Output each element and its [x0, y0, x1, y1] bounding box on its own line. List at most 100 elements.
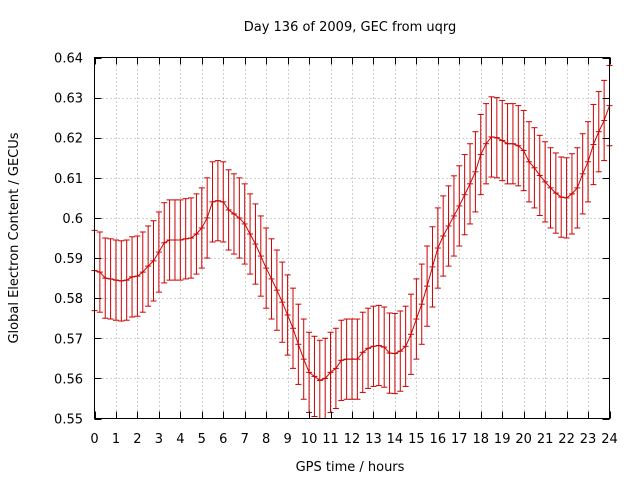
x-tick-label: 20 — [515, 432, 532, 447]
data-point — [488, 96, 495, 178]
data-point — [504, 103, 511, 185]
data-point — [188, 197, 195, 279]
x-tick-label: 24 — [601, 432, 618, 447]
x-tick-label: 12 — [344, 432, 361, 447]
data-point — [397, 310, 404, 392]
data-point — [493, 97, 500, 179]
x-tick-label: 2 — [133, 432, 141, 447]
y-tick-label: 0.63 — [54, 92, 83, 107]
data-point — [440, 195, 447, 277]
x-tick-label: 21 — [537, 432, 554, 447]
data-point — [499, 99, 506, 182]
data-point — [354, 318, 361, 400]
x-tick-label: 14 — [387, 432, 404, 447]
data-point — [472, 131, 479, 213]
data-point — [520, 109, 527, 192]
data-point — [263, 227, 270, 309]
x-tick-label: 0 — [90, 432, 98, 447]
data-point — [273, 249, 280, 331]
y-tick-label: 0.59 — [54, 252, 83, 267]
x-tick-label: 10 — [301, 432, 318, 447]
data-point — [279, 261, 286, 343]
data-point — [306, 331, 313, 413]
data-point — [166, 199, 173, 281]
data-point — [359, 311, 366, 393]
data-point — [338, 319, 345, 401]
data-point — [177, 199, 184, 281]
data-point — [418, 263, 425, 345]
data-point — [209, 161, 216, 243]
data-point — [129, 236, 136, 318]
x-axis-label: GPS time / hours — [296, 460, 405, 475]
data-point — [563, 157, 570, 239]
x-tick-label: 19 — [494, 432, 511, 447]
data-point — [112, 239, 119, 321]
data-point — [558, 156, 565, 238]
y-axis-label: Global Electron Content / GECUs — [7, 132, 22, 343]
data-point — [300, 318, 307, 400]
data-point — [585, 121, 592, 203]
data-point — [230, 173, 237, 255]
data-point — [408, 293, 415, 375]
x-tick-label: 8 — [262, 432, 270, 447]
data-point — [456, 165, 463, 247]
x-tick-label: 23 — [580, 432, 597, 447]
data-point — [155, 211, 162, 293]
data-point — [102, 237, 109, 319]
y-tick-label: 0.64 — [54, 52, 83, 67]
data-point — [145, 225, 152, 307]
data-point — [509, 103, 516, 185]
x-tick-label: 13 — [365, 432, 382, 447]
data-point — [483, 103, 490, 185]
data-point — [198, 187, 205, 269]
y-tick-label: 0.61 — [54, 172, 83, 187]
data-point — [295, 303, 302, 385]
data-point — [134, 235, 141, 317]
data-point — [252, 203, 259, 285]
data-point — [327, 331, 334, 413]
data-point — [547, 147, 554, 229]
data-point — [568, 153, 575, 235]
data-point — [123, 239, 130, 321]
data-point — [413, 278, 420, 360]
data-point — [349, 318, 355, 400]
y-tick-label: 0.62 — [54, 132, 83, 147]
data-point — [311, 335, 318, 417]
data-point — [220, 161, 227, 243]
data-point — [467, 143, 474, 225]
data-point — [461, 154, 468, 236]
data-point — [434, 207, 441, 289]
y-tick-label: 0.6 — [62, 212, 83, 227]
data-point — [381, 306, 388, 388]
x-tick-label: 5 — [198, 432, 206, 447]
data-point — [424, 245, 431, 327]
data-point — [204, 177, 211, 259]
data-point — [552, 152, 559, 234]
data-point — [536, 134, 543, 217]
data-point — [257, 215, 264, 297]
data-point — [118, 240, 125, 322]
data-point — [289, 287, 296, 369]
data-point — [139, 231, 146, 313]
data-point — [193, 193, 200, 275]
data-point — [241, 183, 248, 265]
x-tick-label: 22 — [558, 432, 575, 447]
data-point — [171, 199, 178, 281]
x-tick-label: 11 — [322, 432, 339, 447]
x-tick-label: 18 — [472, 432, 489, 447]
data-point — [365, 307, 372, 389]
data-point — [477, 113, 484, 196]
data-point — [225, 169, 232, 251]
axis-ticks: 0 1 2 3 4 5 6 7 8 9 10 11 12 13 14 15 16 17 18 19 20 21 22 23 24… — [54, 52, 618, 448]
data-point — [150, 220, 157, 302]
x-tick-label: 7 — [241, 432, 249, 447]
data-point — [531, 127, 538, 209]
y-tick-label: 0.57 — [54, 332, 83, 347]
data-point — [574, 147, 581, 229]
data-series — [91, 65, 613, 419]
data-point — [247, 193, 254, 275]
data-point — [182, 198, 189, 280]
data-point — [284, 274, 291, 356]
x-tick-label: 1 — [112, 432, 120, 447]
